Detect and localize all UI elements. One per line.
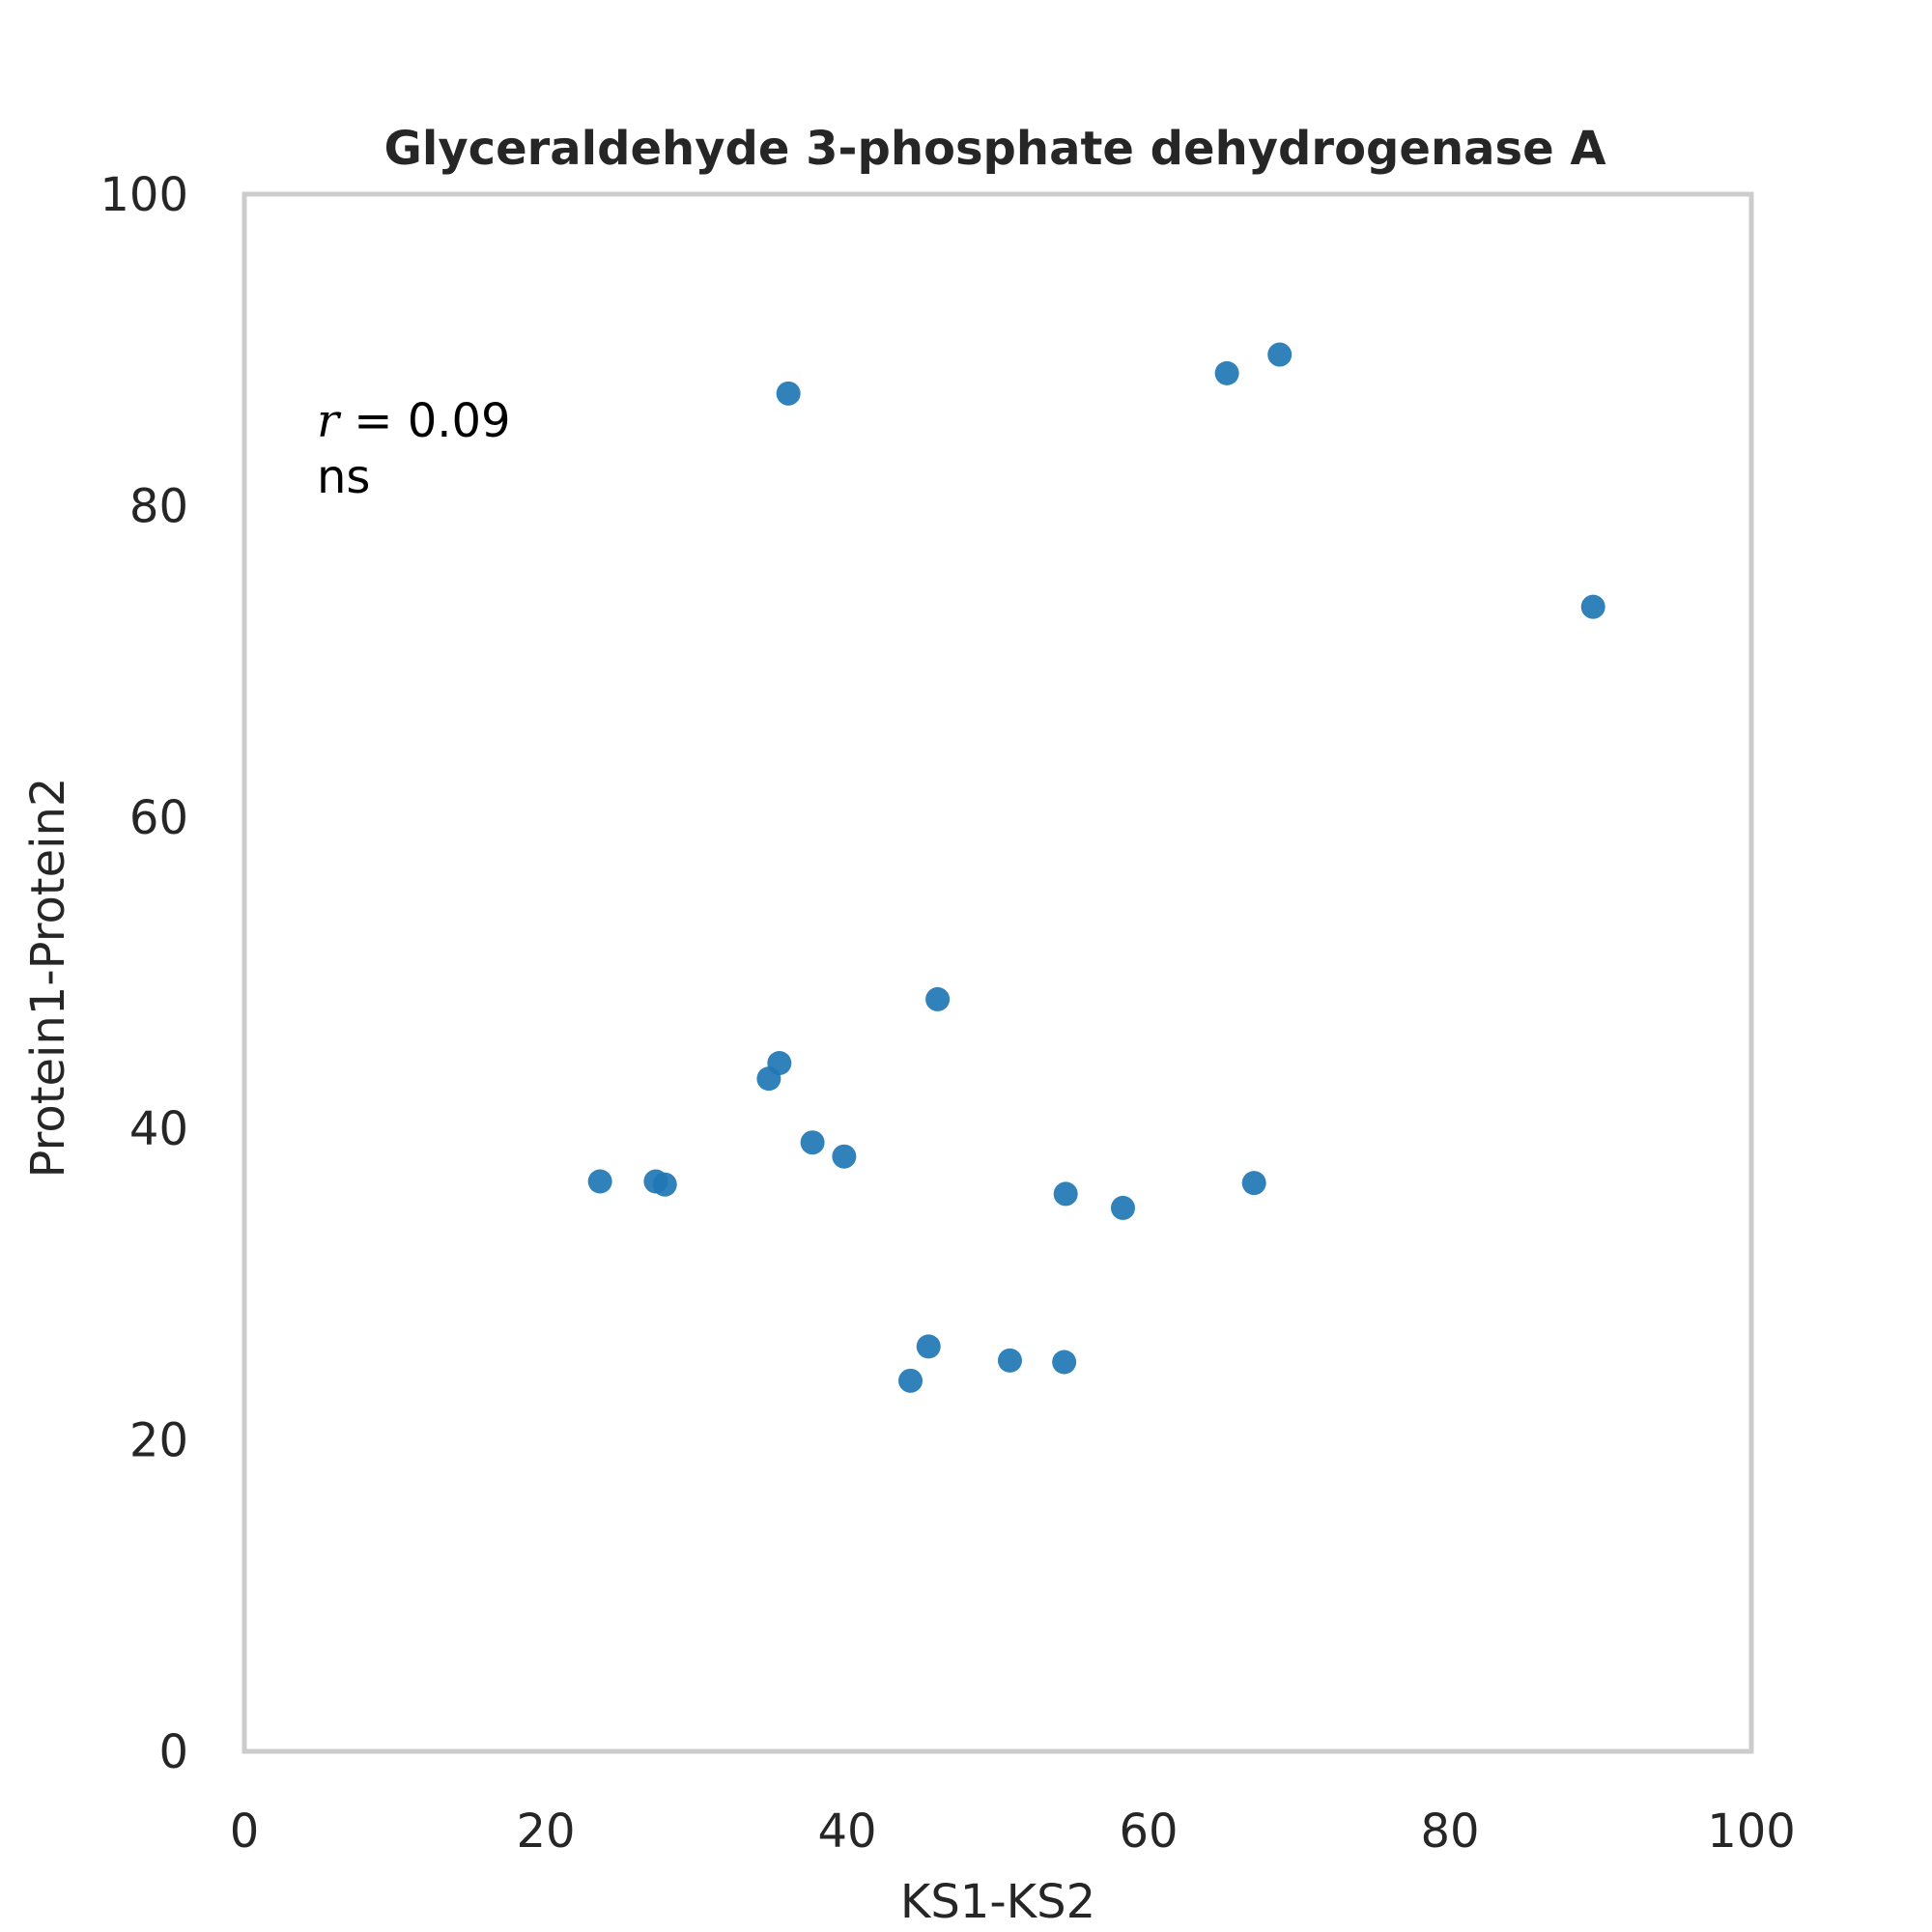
y-tick-label: 80: [129, 479, 188, 533]
x-tick-label: 40: [817, 1804, 876, 1859]
x-tick-label: 80: [1420, 1804, 1479, 1859]
y-tick-label: 20: [129, 1414, 188, 1468]
x-tick-labels: 0 20 40 60 80 100: [230, 1804, 1796, 1859]
data-point: [1580, 594, 1605, 619]
y-tick-label: 40: [129, 1102, 188, 1156]
data-point: [1110, 1195, 1135, 1220]
x-axis-label: KS1-KS2: [900, 1875, 1095, 1929]
x-tick-label: 0: [230, 1804, 260, 1859]
r-value: = 0.09: [354, 394, 510, 448]
data-point: [1052, 1350, 1077, 1375]
correlation-annotation: r = 0.09 ns: [317, 394, 511, 504]
chart-title: Glyceraldehyde 3-phosphate dehydrogenase…: [384, 122, 1605, 176]
data-point: [1241, 1171, 1266, 1196]
plot-area-frame: [242, 191, 1754, 1754]
data-point: [1053, 1181, 1078, 1207]
y-tick-label: 0: [158, 1725, 188, 1779]
data-point: [800, 1130, 825, 1155]
data-point: [898, 1368, 923, 1393]
data-point: [916, 1334, 941, 1359]
data-points: [587, 342, 1605, 1393]
data-point: [587, 1169, 612, 1194]
x-tick-label: 100: [1707, 1804, 1796, 1859]
data-point: [1267, 342, 1293, 367]
x-tick-label: 20: [516, 1804, 575, 1859]
data-point: [925, 986, 951, 1011]
data-point: [832, 1144, 857, 1169]
data-point: [1214, 360, 1239, 385]
y-tick-label: 60: [129, 791, 188, 845]
r-symbol: r: [317, 394, 342, 448]
data-point: [997, 1348, 1022, 1373]
data-point: [776, 381, 801, 406]
y-tick-label: 100: [99, 168, 188, 222]
x-tick-label: 60: [1119, 1804, 1178, 1859]
significance-text: ns: [317, 450, 370, 504]
data-point: [756, 1066, 781, 1092]
y-tick-labels: 0 20 40 60 80 100: [99, 168, 188, 1779]
data-point: [652, 1172, 677, 1197]
y-axis-label: Protein1-Protein2: [21, 778, 75, 1179]
correlation-r-text: r = 0.09: [317, 394, 511, 448]
